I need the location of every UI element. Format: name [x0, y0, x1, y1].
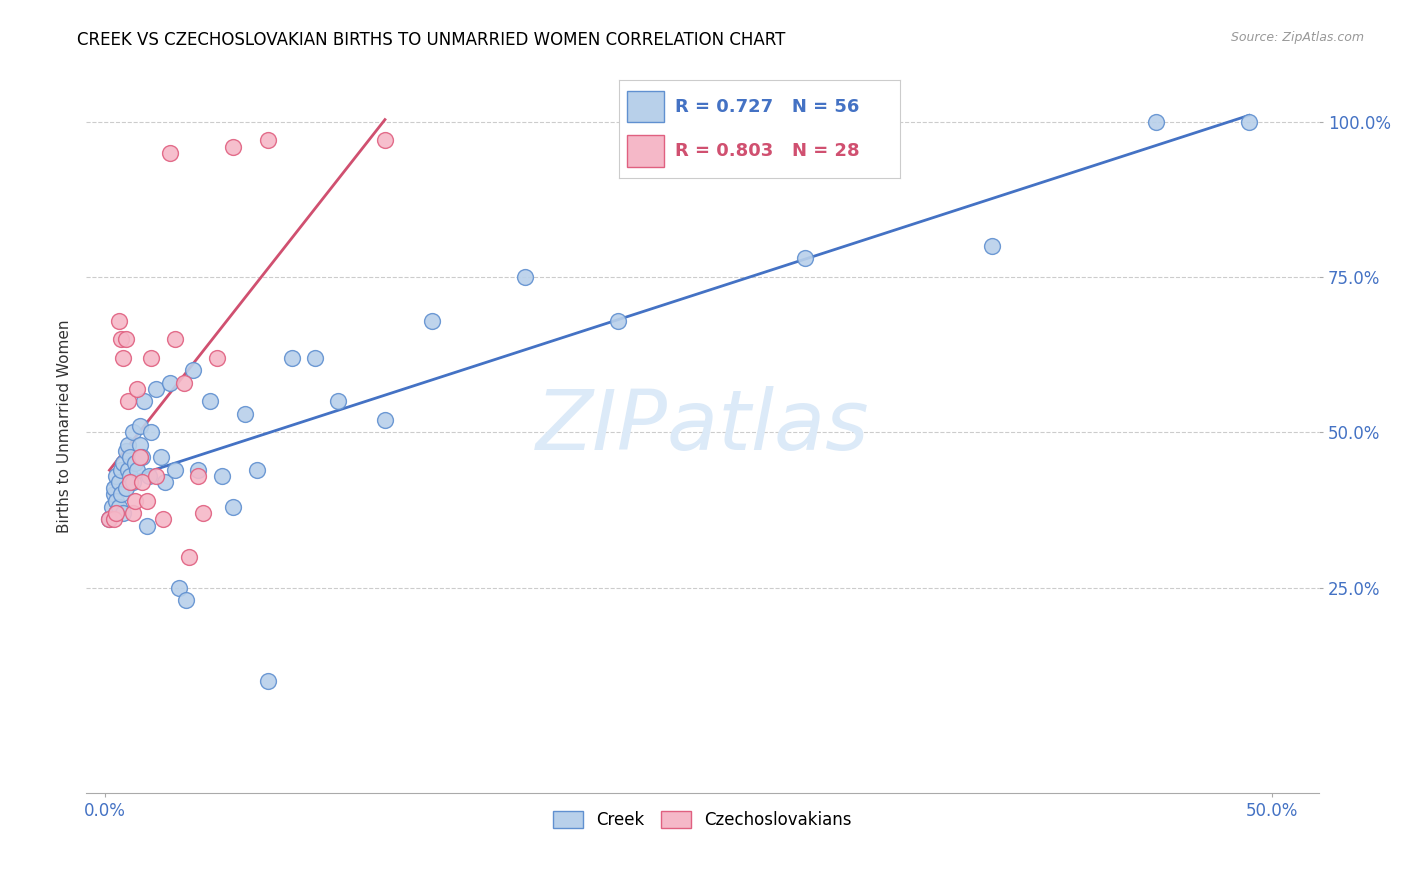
Point	[135, 493, 157, 508]
Point	[112, 351, 135, 365]
Point	[110, 332, 132, 346]
Point	[794, 252, 817, 266]
Point	[159, 376, 181, 390]
Point	[304, 351, 326, 365]
Text: ZIPatlas: ZIPatlas	[536, 385, 869, 467]
Point	[112, 457, 135, 471]
Point	[159, 145, 181, 160]
Point	[169, 581, 191, 595]
Point	[135, 518, 157, 533]
Point	[131, 475, 153, 489]
Point	[105, 493, 128, 508]
Point	[141, 351, 163, 365]
Point	[105, 506, 128, 520]
Point	[187, 468, 209, 483]
Point	[1237, 114, 1260, 128]
Point	[163, 462, 186, 476]
Point	[105, 468, 128, 483]
Point	[112, 506, 135, 520]
Point	[257, 673, 280, 688]
Point	[98, 512, 121, 526]
Bar	[627, 136, 664, 167]
Point	[100, 500, 122, 514]
Text: Source: ZipAtlas.com: Source: ZipAtlas.com	[1230, 31, 1364, 45]
Point	[127, 462, 149, 476]
Point	[120, 475, 142, 489]
Point	[131, 450, 153, 465]
Point	[121, 506, 143, 520]
Point	[152, 512, 174, 526]
Point	[177, 549, 200, 564]
Point	[120, 450, 142, 465]
Bar	[627, 91, 664, 122]
Point	[117, 394, 139, 409]
Point	[513, 270, 536, 285]
Point	[198, 394, 221, 409]
Point	[124, 493, 146, 508]
Point	[103, 481, 125, 495]
Point	[981, 239, 1004, 253]
Text: CREEK VS CZECHOSLOVAKIAN BIRTHS TO UNMARRIED WOMEN CORRELATION CHART: CREEK VS CZECHOSLOVAKIAN BIRTHS TO UNMAR…	[77, 31, 786, 49]
Point	[1144, 114, 1167, 128]
Point	[121, 425, 143, 440]
Point	[117, 438, 139, 452]
Point	[211, 468, 233, 483]
Point	[205, 351, 228, 365]
Point	[607, 313, 630, 327]
Point	[134, 394, 156, 409]
Y-axis label: Births to Unmarried Women: Births to Unmarried Women	[58, 319, 72, 533]
Point	[280, 351, 302, 365]
Point	[103, 487, 125, 501]
Point	[420, 313, 443, 327]
Point	[124, 457, 146, 471]
Point	[103, 512, 125, 526]
Point	[128, 419, 150, 434]
Point	[187, 462, 209, 476]
Point	[120, 468, 142, 483]
Point	[121, 475, 143, 489]
Legend: Creek, Czechoslovakians: Creek, Czechoslovakians	[547, 804, 859, 836]
Point	[107, 500, 129, 514]
Point	[117, 462, 139, 476]
Point	[374, 133, 396, 147]
Point	[163, 332, 186, 346]
Point	[245, 462, 267, 476]
Point	[138, 468, 160, 483]
Point	[128, 450, 150, 465]
Point	[374, 413, 396, 427]
Point	[233, 407, 256, 421]
Point	[176, 593, 198, 607]
Point	[128, 438, 150, 452]
Point	[107, 475, 129, 489]
Point	[114, 332, 136, 346]
Point	[127, 382, 149, 396]
Point	[257, 133, 280, 147]
Point	[110, 487, 132, 501]
Point	[98, 512, 121, 526]
Point	[191, 506, 214, 520]
Point	[145, 468, 167, 483]
Text: R = 0.727   N = 56: R = 0.727 N = 56	[675, 98, 859, 116]
Point	[149, 450, 172, 465]
Text: R = 0.803   N = 28: R = 0.803 N = 28	[675, 142, 859, 160]
Point	[222, 139, 245, 153]
Point	[107, 313, 129, 327]
Point	[155, 475, 177, 489]
Point	[105, 506, 128, 520]
Point	[173, 376, 195, 390]
Point	[183, 363, 205, 377]
Point	[222, 500, 245, 514]
Point	[145, 382, 167, 396]
Point	[141, 425, 163, 440]
Point	[110, 462, 132, 476]
Point	[114, 444, 136, 458]
Point	[114, 481, 136, 495]
Point	[328, 394, 350, 409]
